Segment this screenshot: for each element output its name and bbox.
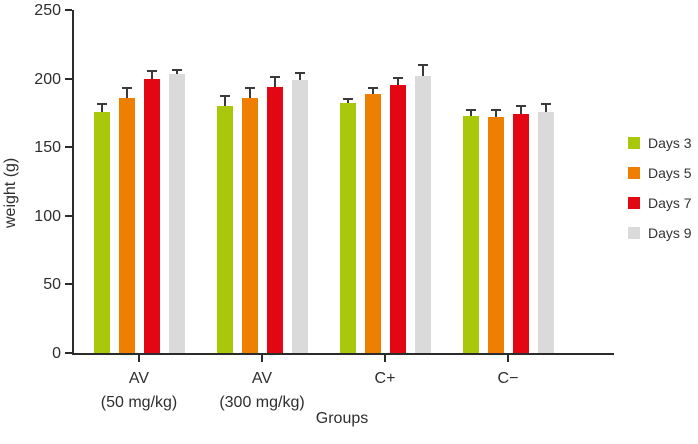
y-tick-label: 250 [34, 2, 61, 19]
error-bar-cap [146, 70, 157, 73]
bar-group [339, 10, 431, 353]
plot-area: 0 50 100 150 200 250 AV (50 mg/kg) AV (300 mg/kg)… [34, 2, 614, 411]
bar [414, 63, 431, 353]
error-bar-stem [223, 95, 226, 107]
error-bar-stem [469, 108, 472, 116]
error-bar-stem [150, 70, 153, 79]
error-bar-cap [244, 86, 255, 89]
x-tick-label: C+ [310, 367, 460, 391]
bar [118, 86, 135, 353]
y-axis-tick [65, 283, 72, 286]
legend-label: Days 9 [648, 225, 692, 241]
legend: Days 3 Days 5 Days 7 Days 9 [628, 128, 692, 248]
error-bar-stem [396, 77, 399, 86]
y-tick-label: 100 [34, 207, 61, 225]
x-tick-label-line: (50 mg/kg) [100, 394, 178, 411]
y-tick-label: 200 [34, 70, 61, 88]
error-bar-cap [515, 104, 526, 107]
legend-swatch [628, 197, 640, 209]
x-axis-tick [507, 355, 509, 362]
bar-group [216, 10, 308, 353]
error-bar-cap [417, 63, 428, 66]
error-bar-stem [125, 86, 128, 98]
error-bar-cap [392, 77, 403, 80]
error-bar-stem [421, 63, 424, 76]
y-tick-label: 0 [52, 345, 61, 362]
x-axis-title: Groups [315, 410, 369, 427]
y-tick-label: 50 [43, 276, 61, 294]
legend-item: Days 3 [628, 128, 692, 158]
legend-item: Days 9 [628, 218, 692, 248]
error-bar-cap [121, 86, 132, 89]
bar [241, 86, 258, 353]
error-bar-stem [519, 104, 522, 115]
x-axis-tick [384, 355, 386, 362]
error-bar-stem [346, 97, 349, 104]
error-bar-stem [273, 75, 276, 87]
error-bar-stem [100, 103, 103, 112]
legend-swatch [628, 227, 640, 239]
bar [143, 70, 160, 353]
x-tick-label: AV (300 mg/kg) [187, 367, 337, 415]
bar [266, 75, 283, 353]
legend-swatch [628, 167, 640, 179]
error-bar-cap [342, 97, 353, 100]
error-bar-cap [96, 103, 107, 106]
legend-item: Days 5 [628, 158, 692, 188]
error-bar-stem [371, 86, 374, 94]
bar [512, 104, 529, 353]
x-axis-tick [138, 355, 140, 362]
x-tick-label: AV (50 mg/kg) [64, 367, 214, 415]
bar [216, 95, 233, 353]
y-axis-tick [65, 9, 72, 11]
error-bar-cap [367, 86, 378, 89]
error-bar-stem [298, 71, 301, 80]
error-bar-stem [544, 103, 547, 112]
x-tick-label-line: AV [251, 370, 273, 387]
error-bar-cap [269, 75, 280, 78]
x-tick-label: C− [433, 367, 583, 391]
legend-label: Days 3 [648, 135, 692, 151]
x-tick-label-line: (300 mg/kg) [219, 394, 305, 411]
x-tick-label-line: AV [128, 370, 150, 387]
bar [389, 77, 406, 353]
error-bar-cap [219, 95, 230, 98]
error-bar-stem [175, 69, 178, 75]
error-bar-stem [494, 108, 497, 118]
bar [364, 86, 381, 353]
x-axis-tick [261, 355, 263, 362]
error-bar-cap [465, 108, 476, 111]
bar [339, 97, 356, 353]
error-bar-cap [540, 103, 551, 106]
legend-swatch [628, 137, 640, 149]
error-bar-cap [294, 71, 305, 74]
y-axis-tick [65, 214, 72, 217]
x-tick-label-line: C+ [374, 370, 396, 387]
error-bar-cap [171, 69, 182, 71]
y-axis-tick [65, 352, 72, 354]
bar [168, 69, 185, 353]
legend-label: Days 5 [648, 165, 692, 181]
error-bar-cap [490, 108, 501, 111]
bar [93, 103, 110, 353]
bar-group [93, 10, 185, 353]
bar [487, 108, 504, 353]
y-tick-label: 150 [34, 139, 61, 157]
bar [291, 71, 308, 353]
bar [462, 108, 479, 353]
error-bar-stem [248, 86, 251, 98]
y-axis-tick [65, 77, 72, 80]
legend-label: Days 7 [648, 195, 692, 211]
bar [537, 103, 554, 353]
y-axis-tick [65, 146, 72, 149]
bar-group [462, 10, 554, 353]
legend-item: Days 7 [628, 188, 692, 218]
x-tick-label-line: C− [497, 370, 519, 387]
